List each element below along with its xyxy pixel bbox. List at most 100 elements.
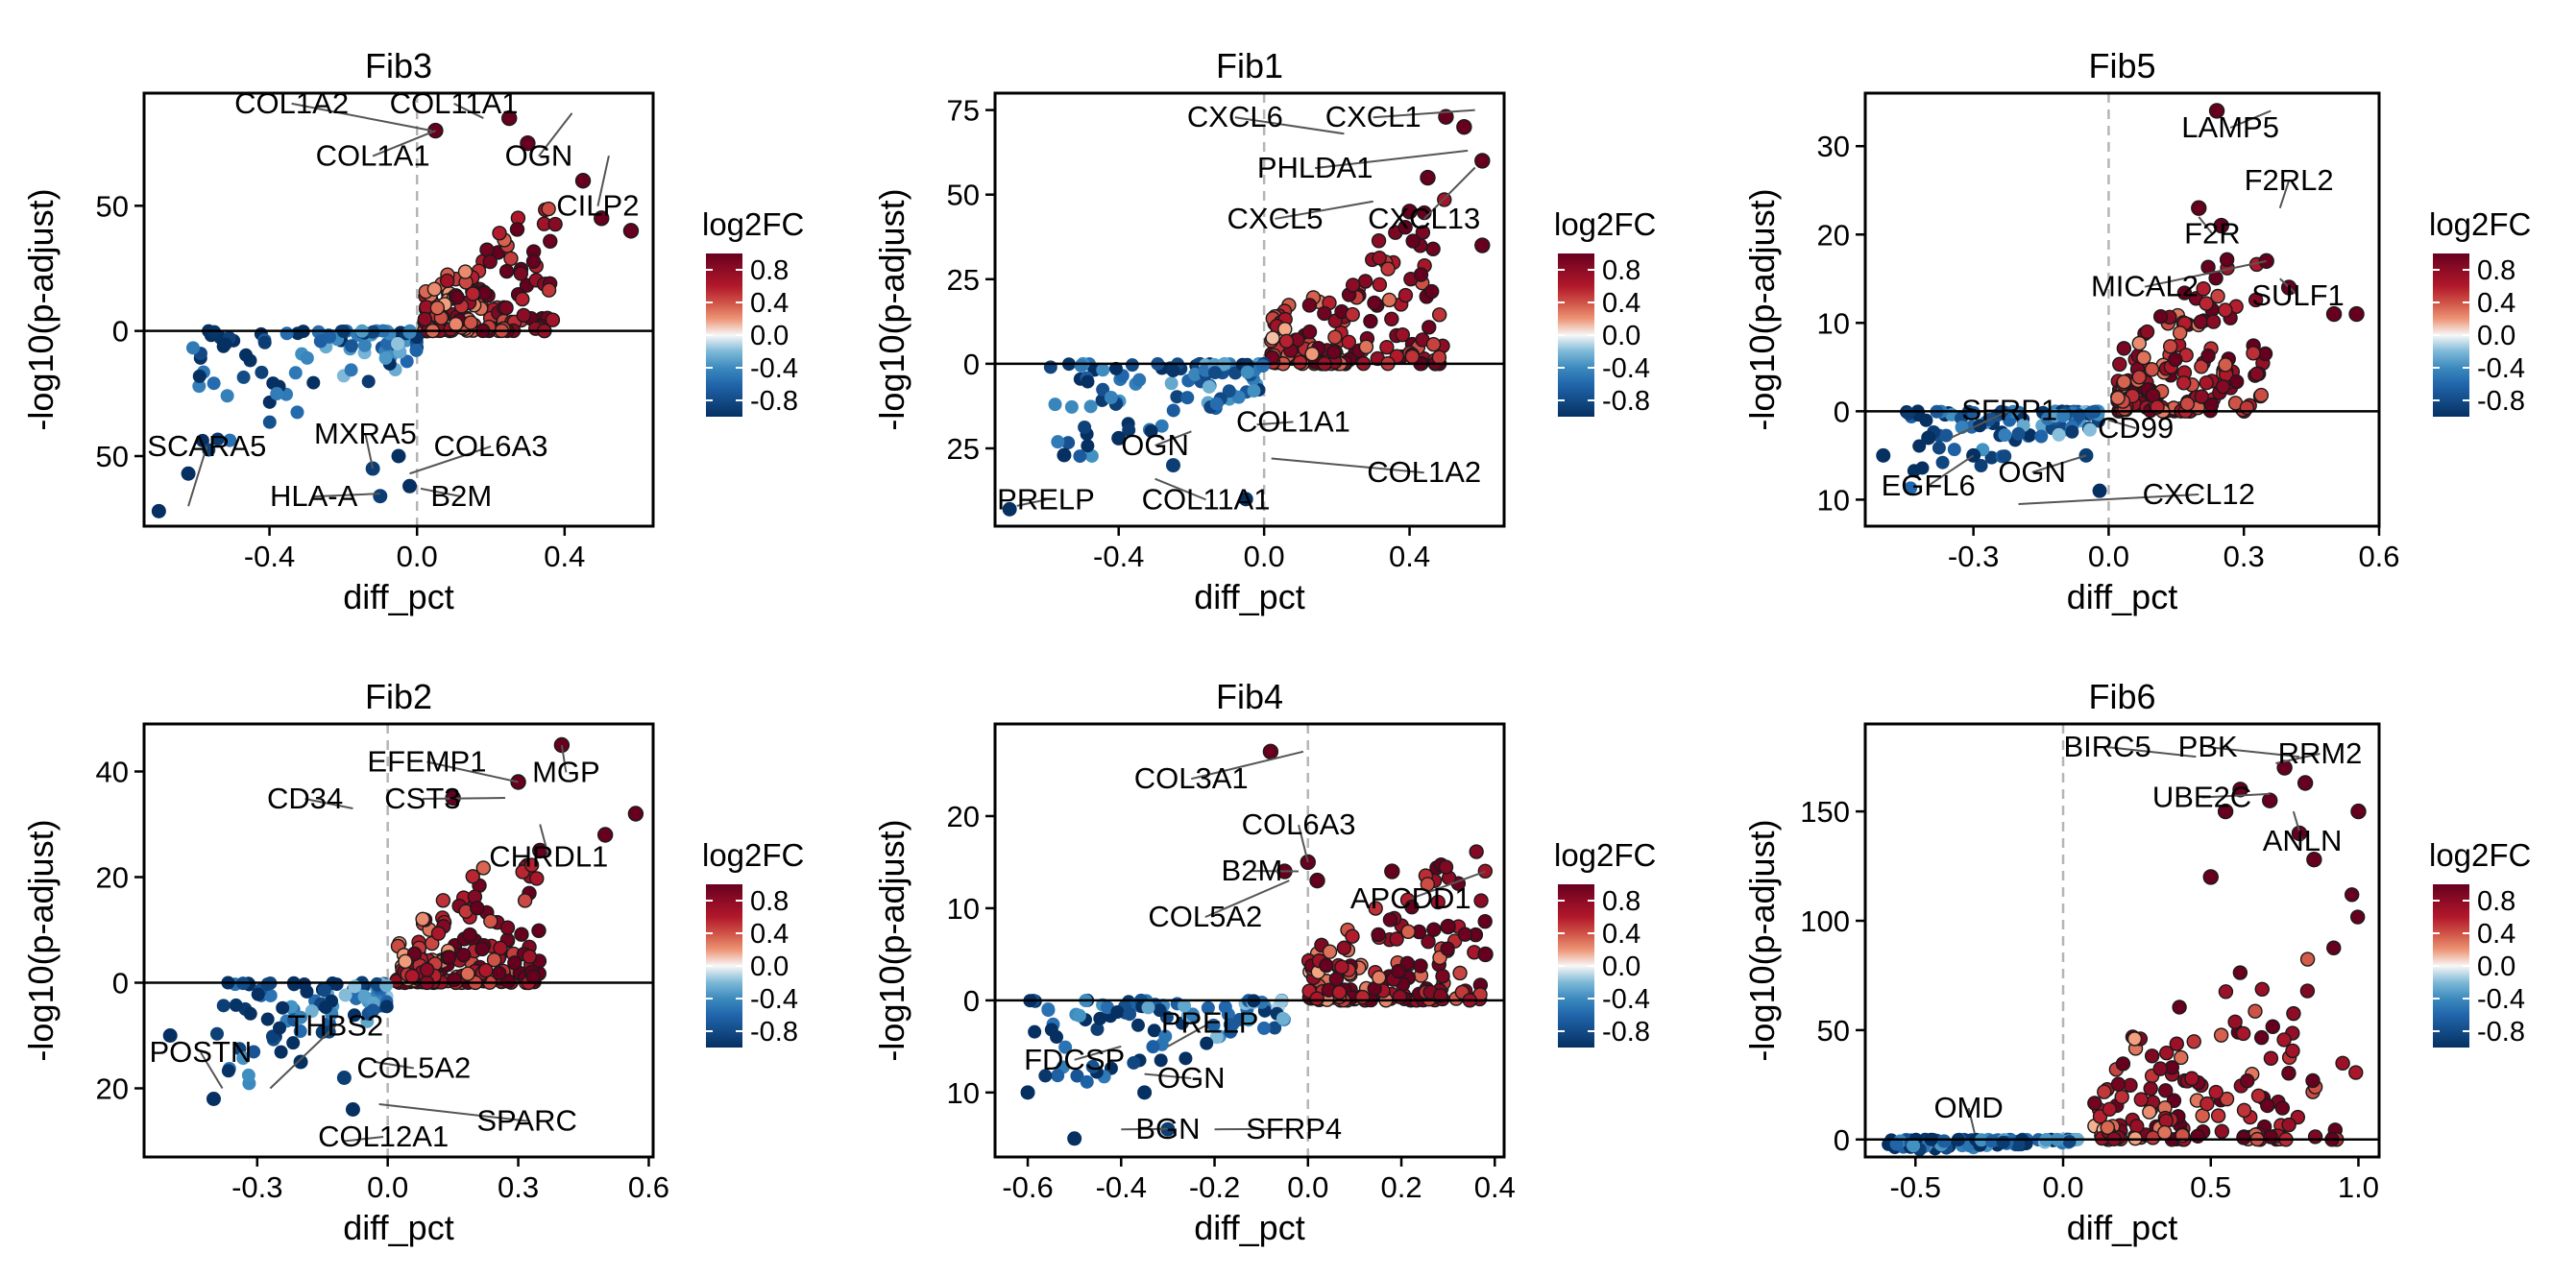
data-point	[448, 317, 464, 332]
data-point	[2169, 1036, 2184, 1051]
data-point	[1028, 1024, 1042, 1039]
gene-label: MGP	[532, 756, 600, 789]
legend-value: 0.0	[750, 321, 789, 351]
data-point	[207, 376, 221, 391]
data-point	[2152, 1061, 2168, 1076]
label-leader	[291, 102, 432, 133]
x-tick-label: 0.0	[2088, 540, 2129, 573]
y-tick-label: 100	[1800, 904, 1850, 938]
data-point	[1061, 436, 1076, 450]
data-point	[1051, 1069, 1065, 1083]
data-point	[1440, 918, 1456, 935]
data-point	[1422, 320, 1437, 335]
gene-label: COL12A1	[318, 1120, 449, 1153]
data-point	[366, 1003, 380, 1018]
data-point	[2190, 1128, 2205, 1144]
legend-value: 0.8	[2477, 886, 2515, 917]
data-point	[2102, 1101, 2118, 1117]
data-point	[417, 311, 433, 327]
data-point	[1073, 449, 1087, 464]
data-point	[1309, 991, 1324, 1006]
data-point	[2129, 1119, 2145, 1134]
data-point	[503, 251, 519, 266]
label-leader	[1144, 1072, 1192, 1080]
y-axis-label: -log10(p-adjust)	[1742, 188, 1782, 430]
data-point	[263, 988, 278, 1002]
data-point	[463, 315, 478, 330]
label-leader	[2229, 109, 2272, 129]
data-point	[2087, 1096, 2102, 1111]
data-point	[474, 941, 490, 957]
data-point	[2213, 1027, 2229, 1043]
x-tick-label: -0.6	[1002, 1170, 1053, 1204]
x-tick-label: 0.0	[367, 1170, 408, 1204]
data-point	[1247, 384, 1261, 398]
label-leader	[1423, 166, 1476, 220]
data-point	[1222, 384, 1236, 398]
data-point	[1304, 346, 1320, 362]
gene-label: CXCL13	[1368, 202, 1480, 235]
y-axis-label: -log10(p-adjust)	[872, 188, 911, 430]
data-point	[1301, 324, 1318, 340]
gene-label: SFRP1	[1961, 394, 2057, 427]
y-tick-label: 20	[1817, 218, 1850, 252]
label-leader	[426, 760, 519, 783]
gene-label: COL5A2	[356, 1051, 471, 1085]
y-tick-label: 50	[1817, 1014, 1850, 1048]
label-leader	[1950, 409, 2010, 439]
data-point	[1336, 940, 1352, 955]
data-point	[262, 415, 277, 429]
data-point	[1067, 1131, 1082, 1146]
data-point	[294, 1010, 308, 1024]
label-leader	[1204, 879, 1290, 919]
x-tick-label: 0.0	[397, 540, 438, 573]
gene-label: B2M	[430, 479, 492, 513]
data-point	[347, 1008, 361, 1023]
gene-label: SCARA5	[147, 429, 266, 463]
y-tick-label: 0	[112, 967, 129, 1000]
data-point	[1206, 1018, 1221, 1032]
data-point	[1381, 292, 1397, 308]
legend-value: 0.4	[750, 288, 789, 319]
data-point	[2263, 1050, 2279, 1066]
data-point	[1357, 274, 1373, 289]
label-leader	[2107, 746, 2197, 759]
data-point	[1473, 893, 1489, 908]
data-point	[243, 1006, 257, 1021]
data-point	[1435, 969, 1450, 984]
data-point	[465, 869, 480, 884]
data-point	[531, 923, 547, 938]
legend-value: -0.4	[750, 353, 798, 384]
plot-frame	[1863, 722, 2381, 1159]
data-point	[210, 432, 225, 446]
data-point	[2131, 370, 2147, 385]
data-point	[2175, 375, 2192, 391]
data-point	[1389, 931, 1404, 947]
data-point	[345, 1102, 360, 1117]
data-point	[1474, 237, 1491, 253]
legend-value: 0.0	[1602, 321, 1640, 351]
data-point	[429, 301, 446, 316]
data-point	[1277, 322, 1293, 337]
label-leader	[2201, 792, 2271, 799]
data-point	[1400, 924, 1416, 940]
legend-value: -0.8	[1602, 1017, 1650, 1048]
data-point	[1154, 419, 1169, 433]
label-leader	[420, 487, 462, 498]
data-point	[2196, 281, 2211, 297]
data-point	[1164, 376, 1179, 391]
x-tick-label: 0.0	[2042, 1170, 2083, 1204]
legend-value: 0.4	[1602, 288, 1640, 319]
data-point	[1048, 398, 1062, 412]
label-leader	[378, 1103, 527, 1122]
data-point	[247, 1045, 261, 1059]
legend-value: -0.8	[750, 1017, 798, 1048]
data-point	[2168, 351, 2183, 368]
data-point	[2174, 1049, 2189, 1066]
data-point	[2263, 1129, 2278, 1144]
data-point	[2065, 424, 2079, 439]
data-point	[1146, 1040, 1160, 1054]
panel-title: Fib6	[2088, 677, 2155, 716]
data-point	[515, 291, 530, 307]
data-point	[2285, 1043, 2300, 1059]
